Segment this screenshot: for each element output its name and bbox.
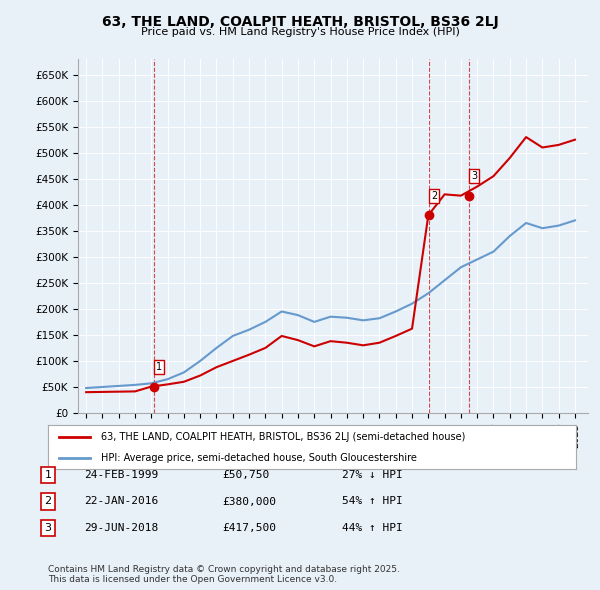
Text: £50,750: £50,750 xyxy=(222,470,269,480)
Text: 2: 2 xyxy=(44,497,52,506)
Text: 63, THE LAND, COALPIT HEATH, BRISTOL, BS36 2LJ: 63, THE LAND, COALPIT HEATH, BRISTOL, BS… xyxy=(101,15,499,29)
Text: 1: 1 xyxy=(155,362,162,372)
Text: HPI: Average price, semi-detached house, South Gloucestershire: HPI: Average price, semi-detached house,… xyxy=(101,453,416,463)
Text: 63, THE LAND, COALPIT HEATH, BRISTOL, BS36 2LJ (semi-detached house): 63, THE LAND, COALPIT HEATH, BRISTOL, BS… xyxy=(101,432,465,442)
Text: 24-FEB-1999: 24-FEB-1999 xyxy=(84,470,158,480)
Text: £380,000: £380,000 xyxy=(222,497,276,506)
Text: £417,500: £417,500 xyxy=(222,523,276,533)
Text: 3: 3 xyxy=(44,523,52,533)
Text: 29-JUN-2018: 29-JUN-2018 xyxy=(84,523,158,533)
Text: 54% ↑ HPI: 54% ↑ HPI xyxy=(342,497,403,506)
Text: Contains HM Land Registry data © Crown copyright and database right 2025.
This d: Contains HM Land Registry data © Crown c… xyxy=(48,565,400,584)
Text: 44% ↑ HPI: 44% ↑ HPI xyxy=(342,523,403,533)
Text: 3: 3 xyxy=(471,171,477,181)
Text: 22-JAN-2016: 22-JAN-2016 xyxy=(84,497,158,506)
Text: 27% ↓ HPI: 27% ↓ HPI xyxy=(342,470,403,480)
Text: 1: 1 xyxy=(44,470,52,480)
Text: Price paid vs. HM Land Registry's House Price Index (HPI): Price paid vs. HM Land Registry's House … xyxy=(140,27,460,37)
Text: 2: 2 xyxy=(431,191,437,201)
